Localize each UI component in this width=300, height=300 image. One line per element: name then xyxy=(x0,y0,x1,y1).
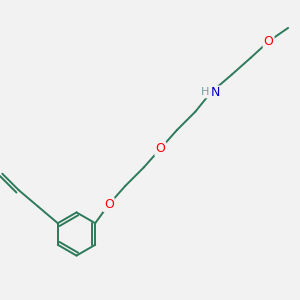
Text: O: O xyxy=(104,198,114,211)
Text: O: O xyxy=(264,35,274,48)
Text: H: H xyxy=(201,87,209,98)
Text: O: O xyxy=(155,142,165,155)
Text: N: N xyxy=(211,86,220,100)
